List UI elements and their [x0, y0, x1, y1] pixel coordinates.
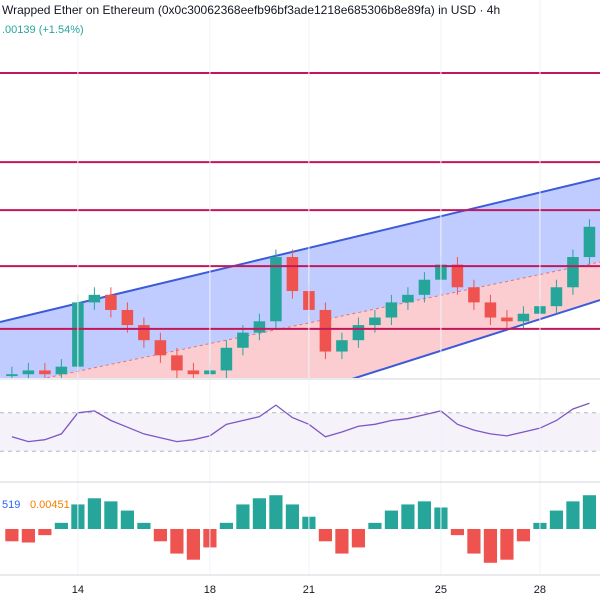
osc-bar [120, 510, 134, 529]
main-pane [0, 71, 600, 378]
osc-bar [137, 522, 151, 529]
candle-body [501, 317, 513, 322]
channel-lower-fill [45, 261, 600, 378]
candle-body [88, 294, 101, 303]
candle-body [253, 321, 266, 333]
candle-body [237, 332, 249, 348]
osc-bar [500, 529, 514, 560]
candle-body [187, 370, 200, 375]
candle-body [352, 325, 365, 341]
x-tick-label: 18 [204, 584, 216, 596]
rsi-band [0, 412, 600, 452]
candle-body [418, 279, 431, 295]
candle-body [22, 370, 35, 375]
osc-bar [351, 529, 366, 548]
channel-line [351, 299, 600, 378]
candle-body [369, 317, 381, 326]
candle-body [336, 340, 348, 352]
candle-body [171, 355, 183, 371]
osc-bar [252, 498, 267, 529]
channel-line [43, 261, 600, 378]
osc-bar [450, 529, 465, 536]
x-tick-label: 21 [303, 584, 315, 596]
x-tick-label: 14 [72, 584, 84, 596]
candle-body [6, 374, 18, 377]
candle-body [319, 309, 332, 352]
osc-bar [269, 495, 283, 529]
osc-bar [467, 529, 481, 554]
osc-bar [54, 522, 68, 529]
candle-body [583, 226, 596, 258]
x-tick-label: 25 [435, 584, 447, 596]
candle-body [220, 347, 233, 371]
osc-bar [87, 498, 101, 529]
osc-bar [38, 529, 52, 536]
osc-bar [566, 501, 580, 529]
osc-bar [318, 529, 333, 542]
osc-bar [186, 529, 200, 560]
candle-body [121, 309, 134, 326]
osc-bar [285, 504, 300, 529]
change-label: .00139 (+1.54%) [2, 24, 84, 36]
chart-title: Wrapped Ether on Ethereum (0x0c30062368e… [2, 3, 500, 17]
rsi-line [11, 402, 590, 443]
x-tick-label: 28 [534, 584, 546, 596]
candle-body [39, 370, 51, 375]
osc-bar [153, 529, 167, 542]
osc-label: 0.00451 [30, 499, 70, 511]
osc-bar [549, 510, 564, 529]
candle-body [154, 340, 167, 356]
osc-bar [5, 529, 19, 542]
osc-bar [236, 504, 250, 529]
candle-body [105, 294, 117, 310]
osc-bar [483, 529, 498, 563]
osc-pane [5, 495, 597, 563]
candle-body [517, 313, 530, 322]
candle-body [270, 257, 282, 322]
candle-body [484, 302, 497, 318]
osc-bar [368, 522, 382, 529]
osc-label: 519 [2, 499, 20, 511]
candle-body [385, 302, 398, 318]
osc-bar [384, 510, 399, 529]
osc-bar [417, 501, 432, 529]
candle-body [138, 325, 150, 341]
osc-bar [104, 501, 118, 529]
candle-body [286, 257, 299, 292]
candle-body [402, 294, 414, 303]
rsi-pane [0, 402, 600, 452]
candle-body [567, 257, 579, 288]
candle-body [55, 366, 68, 375]
candle-body [468, 287, 480, 303]
osc-bar [401, 504, 415, 529]
osc-bar [582, 495, 597, 529]
osc-bar [335, 529, 349, 554]
osc-bar [170, 529, 184, 554]
osc-bar [219, 522, 234, 529]
candle-body [550, 287, 563, 307]
osc-bar [516, 529, 531, 542]
candle-body [451, 264, 464, 288]
osc-bar [21, 529, 35, 543]
